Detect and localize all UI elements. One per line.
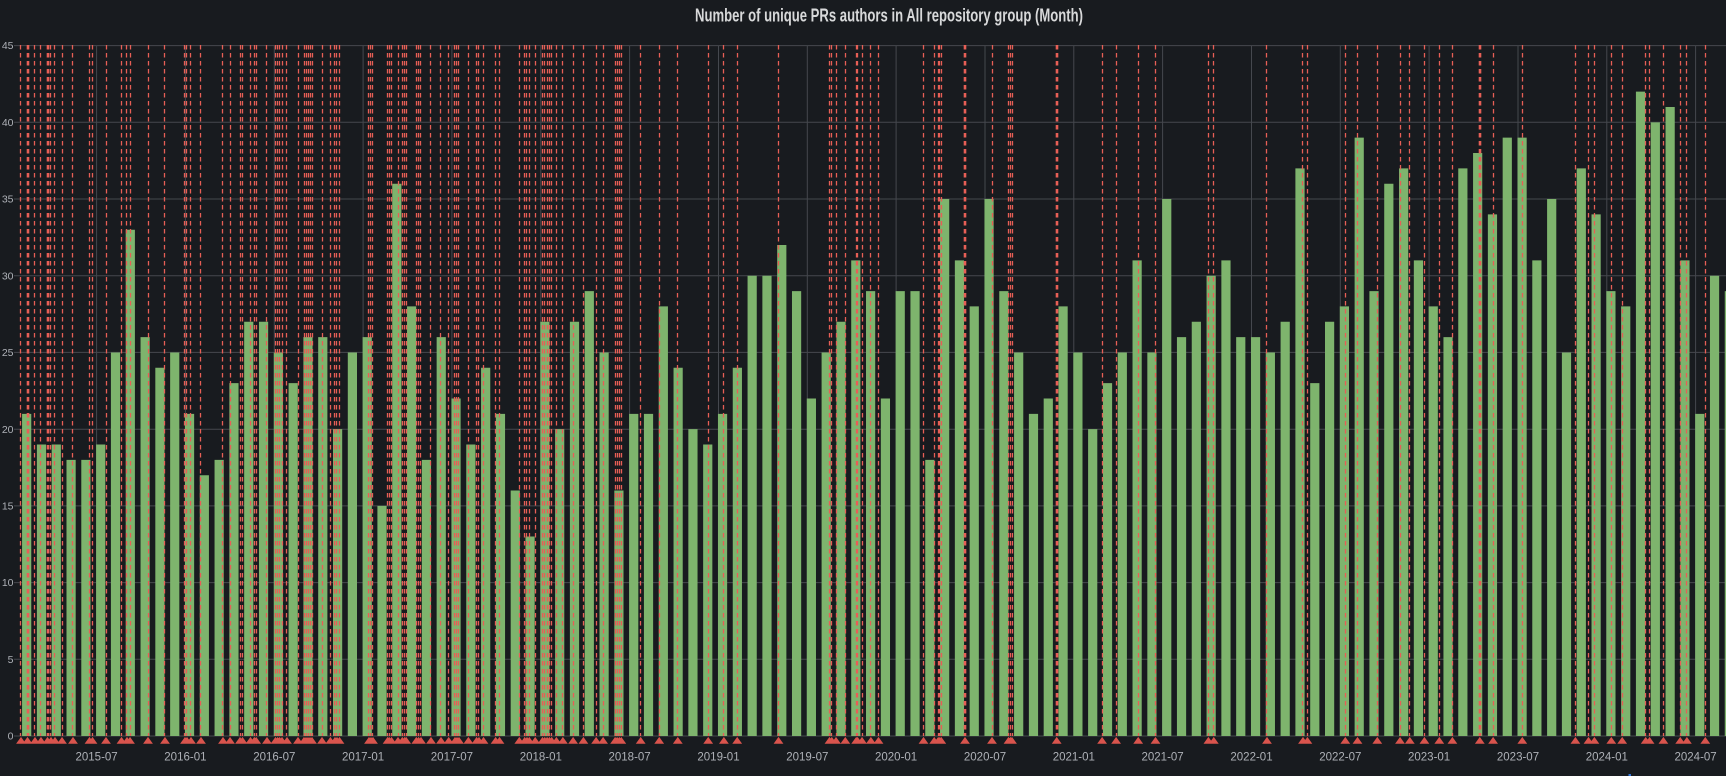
svg-text:2022-07: 2022-07 xyxy=(1319,752,1361,764)
svg-text:2020-01: 2020-01 xyxy=(875,752,917,764)
svg-text:30: 30 xyxy=(2,270,14,282)
svg-text:35: 35 xyxy=(2,194,14,206)
svg-text:2022-01: 2022-01 xyxy=(1230,752,1272,764)
svg-text:25: 25 xyxy=(2,347,14,359)
svg-text:Number of unique PRs authors i: Number of unique PRs authors in All repo… xyxy=(695,6,1083,26)
svg-text:2024-07: 2024-07 xyxy=(1674,752,1716,764)
svg-text:2015-07: 2015-07 xyxy=(75,752,117,764)
svg-text:2017-07: 2017-07 xyxy=(431,752,473,764)
svg-text:2018-01: 2018-01 xyxy=(520,752,562,764)
svg-text:2021-01: 2021-01 xyxy=(1053,752,1095,764)
svg-text:2024-01: 2024-01 xyxy=(1586,752,1628,764)
svg-text:2021-07: 2021-07 xyxy=(1141,752,1183,764)
svg-text:40: 40 xyxy=(2,117,14,129)
svg-text:45: 45 xyxy=(2,40,14,52)
svg-text:2023-07: 2023-07 xyxy=(1497,752,1539,764)
svg-text:5: 5 xyxy=(8,654,14,666)
svg-text:10: 10 xyxy=(2,577,14,589)
svg-text:20: 20 xyxy=(2,424,14,436)
svg-text:2017-01: 2017-01 xyxy=(342,752,384,764)
svg-text:2019-07: 2019-07 xyxy=(786,752,828,764)
svg-text:2016-01: 2016-01 xyxy=(164,752,206,764)
svg-text:2020-07: 2020-07 xyxy=(964,752,1006,764)
svg-text:0: 0 xyxy=(8,731,14,743)
svg-text:2016-07: 2016-07 xyxy=(253,752,295,764)
svg-text:15: 15 xyxy=(2,501,14,513)
svg-text:2023-01: 2023-01 xyxy=(1408,752,1450,764)
svg-text:2019-01: 2019-01 xyxy=(697,752,739,764)
svg-text:2018-07: 2018-07 xyxy=(608,752,650,764)
